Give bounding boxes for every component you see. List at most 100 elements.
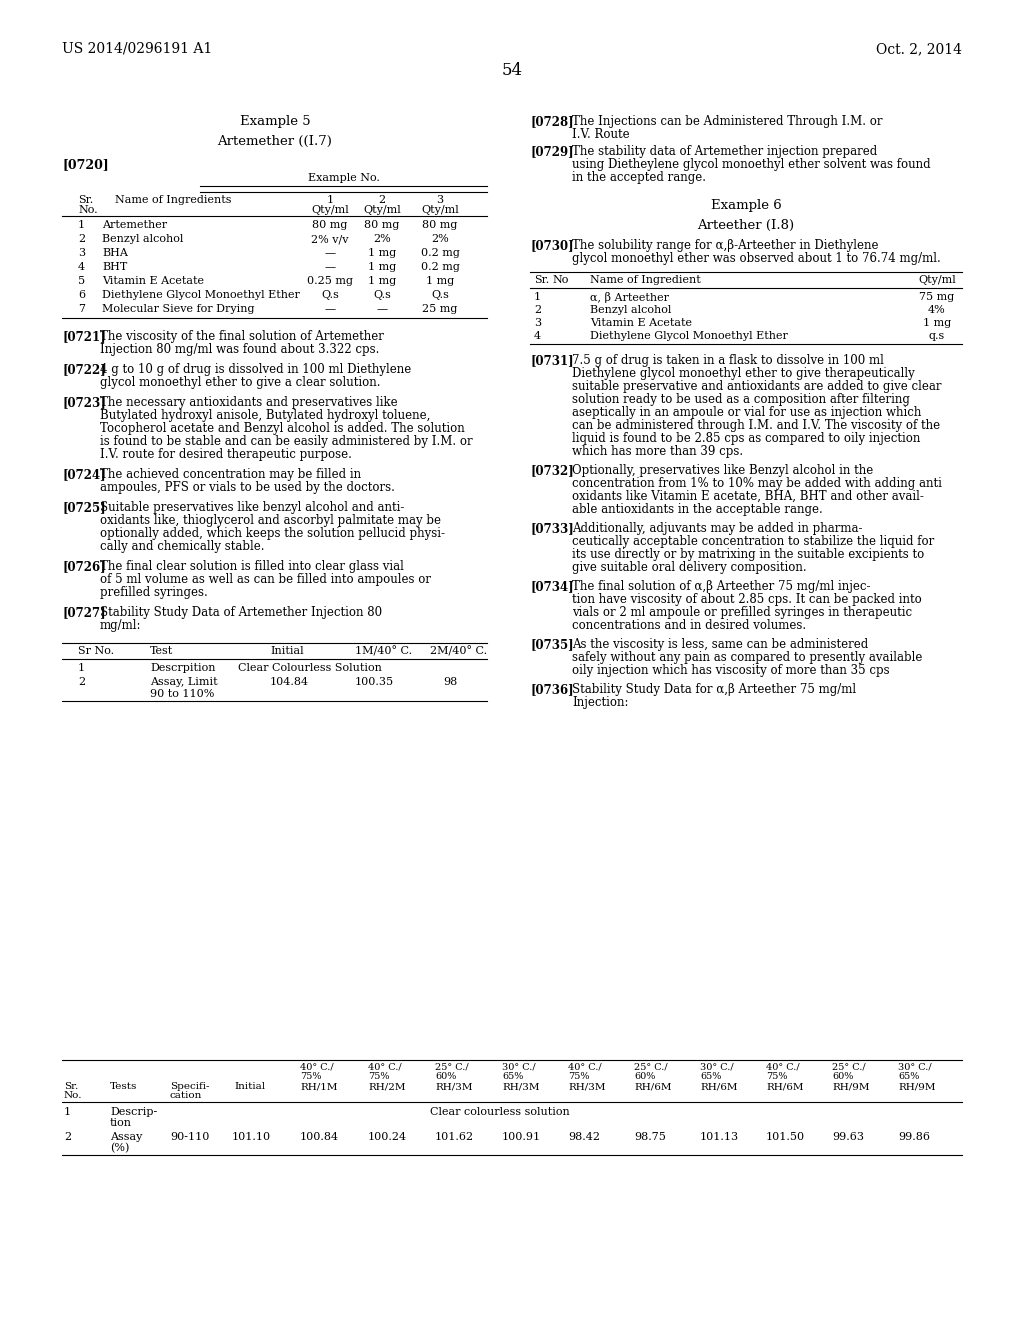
Text: RH/3M: RH/3M [435, 1082, 472, 1092]
Text: 1 mg: 1 mg [426, 276, 454, 286]
Text: ceutically acceptable concentration to stabilize the liquid for: ceutically acceptable concentration to s… [572, 535, 934, 548]
Text: 40° C./: 40° C./ [300, 1063, 334, 1072]
Text: No.: No. [63, 1092, 83, 1100]
Text: 98.75: 98.75 [634, 1133, 666, 1142]
Text: Initial: Initial [270, 645, 304, 656]
Text: The achieved concentration may be filled in: The achieved concentration may be filled… [100, 469, 361, 480]
Text: 3: 3 [436, 195, 443, 205]
Text: Butylated hydroxyl anisole, Butylated hydroxyl toluene,: Butylated hydroxyl anisole, Butylated hy… [100, 409, 430, 422]
Text: I.V. route for desired therapeutic purpose.: I.V. route for desired therapeutic purpo… [100, 447, 352, 461]
Text: 2: 2 [63, 1133, 71, 1142]
Text: 30° C./: 30° C./ [898, 1063, 932, 1072]
Text: optionally added, which keeps the solution pellucid physi-: optionally added, which keeps the soluti… [100, 527, 445, 540]
Text: Molecular Sieve for Drying: Molecular Sieve for Drying [102, 304, 255, 314]
Text: 40° C./: 40° C./ [368, 1063, 401, 1072]
Text: RH/9M: RH/9M [898, 1082, 936, 1092]
Text: Suitable preservatives like benzyl alcohol and anti-: Suitable preservatives like benzyl alcoh… [100, 502, 404, 513]
Text: RH/6M: RH/6M [700, 1082, 737, 1092]
Text: concentration from 1% to 10% may be added with adding anti: concentration from 1% to 10% may be adde… [572, 477, 942, 490]
Text: [0723]: [0723] [62, 396, 105, 409]
Text: Descrpition: Descrpition [150, 663, 215, 673]
Text: [0734]: [0734] [530, 579, 573, 593]
Text: [0732]: [0732] [530, 465, 573, 477]
Text: 1: 1 [534, 292, 541, 302]
Text: [0736]: [0736] [530, 682, 573, 696]
Text: 99.63: 99.63 [831, 1133, 864, 1142]
Text: able antioxidants in the acceptable range.: able antioxidants in the acceptable rang… [572, 503, 822, 516]
Text: 25° C./: 25° C./ [831, 1063, 865, 1072]
Text: Diethylene Glycol Monoethyl Ether: Diethylene Glycol Monoethyl Ether [102, 290, 300, 300]
Text: 0.2 mg: 0.2 mg [421, 261, 460, 272]
Text: [0722]: [0722] [62, 363, 105, 376]
Text: Clear colourless solution: Clear colourless solution [430, 1107, 570, 1117]
Text: its use directly or by matrixing in the suitable excipients to: its use directly or by matrixing in the … [572, 548, 925, 561]
Text: The viscosity of the final solution of Artemether: The viscosity of the final solution of A… [100, 330, 384, 343]
Text: 6: 6 [78, 290, 85, 300]
Text: 80 mg: 80 mg [365, 220, 399, 230]
Text: 2M/40° C.: 2M/40° C. [430, 645, 487, 656]
Text: mg/ml:: mg/ml: [100, 619, 141, 632]
Text: Specifi-: Specifi- [170, 1082, 210, 1092]
Text: using Dietheylene glycol monoethyl ether solvent was found: using Dietheylene glycol monoethyl ether… [572, 158, 931, 172]
Text: 100.91: 100.91 [502, 1133, 541, 1142]
Text: is found to be stable and can be easily administered by I.M. or: is found to be stable and can be easily … [100, 436, 473, 447]
Text: Clear Colourless Solution: Clear Colourless Solution [238, 663, 382, 673]
Text: concentrations and in desired volumes.: concentrations and in desired volumes. [572, 619, 806, 632]
Text: 75%: 75% [766, 1072, 787, 1081]
Text: Q.s: Q.s [373, 290, 391, 300]
Text: 104.84: 104.84 [270, 677, 309, 686]
Text: 75%: 75% [568, 1072, 590, 1081]
Text: 1 mg: 1 mg [368, 276, 396, 286]
Text: 2%: 2% [373, 234, 391, 244]
Text: 25 mg: 25 mg [422, 304, 458, 314]
Text: The final solution of α,β Arteether 75 mg/ml injec-: The final solution of α,β Arteether 75 m… [572, 579, 870, 593]
Text: 65%: 65% [700, 1072, 721, 1081]
Text: [0730]: [0730] [530, 239, 573, 252]
Text: 1: 1 [327, 195, 334, 205]
Text: 101.10: 101.10 [232, 1133, 271, 1142]
Text: Vitamin E Acetate: Vitamin E Acetate [590, 318, 692, 327]
Text: Assay: Assay [110, 1133, 142, 1142]
Text: oxidants like, thioglycerol and ascorbyl palmitate may be: oxidants like, thioglycerol and ascorbyl… [100, 513, 441, 527]
Text: suitable preservative and antioxidants are added to give clear: suitable preservative and antioxidants a… [572, 380, 941, 393]
Text: 54: 54 [502, 62, 522, 79]
Text: 25° C./: 25° C./ [634, 1063, 668, 1072]
Text: Initial: Initial [234, 1082, 265, 1092]
Text: Stability Study Data of Artemether Injection 80: Stability Study Data of Artemether Injec… [100, 606, 382, 619]
Text: 2: 2 [78, 234, 85, 244]
Text: 90-110: 90-110 [170, 1133, 209, 1142]
Text: Qty/ml: Qty/ml [364, 205, 400, 215]
Text: Diethylene Glycol Monoethyl Ether: Diethylene Glycol Monoethyl Ether [590, 331, 787, 341]
Text: 2: 2 [379, 195, 386, 205]
Text: liquid is found to be 2.85 cps as compared to oily injection: liquid is found to be 2.85 cps as compar… [572, 432, 921, 445]
Text: Q.s: Q.s [322, 290, 339, 300]
Text: RH/6M: RH/6M [634, 1082, 672, 1092]
Text: solution ready to be used as a composition after filtering: solution ready to be used as a compositi… [572, 393, 910, 407]
Text: cally and chemically stable.: cally and chemically stable. [100, 540, 264, 553]
Text: 90 to 110%: 90 to 110% [150, 689, 214, 700]
Text: RH/3M: RH/3M [568, 1082, 605, 1092]
Text: Qty/ml: Qty/ml [421, 205, 459, 215]
Text: RH/2M: RH/2M [368, 1082, 406, 1092]
Text: 2% v/v: 2% v/v [311, 234, 349, 244]
Text: cation: cation [170, 1092, 203, 1100]
Text: [0727]: [0727] [62, 606, 105, 619]
Text: 60%: 60% [435, 1072, 457, 1081]
Text: (%): (%) [110, 1143, 129, 1154]
Text: RH/3M: RH/3M [502, 1082, 540, 1092]
Text: 60%: 60% [634, 1072, 655, 1081]
Text: Stability Study Data for α,β Arteether 75 mg/ml: Stability Study Data for α,β Arteether 7… [572, 682, 856, 696]
Text: Tests: Tests [110, 1082, 137, 1092]
Text: Example 5: Example 5 [240, 115, 310, 128]
Text: 65%: 65% [898, 1072, 920, 1081]
Text: Additionally, adjuvants may be added in pharma-: Additionally, adjuvants may be added in … [572, 521, 862, 535]
Text: Benzyl alcohol: Benzyl alcohol [590, 305, 672, 315]
Text: The solubility range for α,β-Arteether in Diethylene: The solubility range for α,β-Arteether i… [572, 239, 879, 252]
Text: 3: 3 [78, 248, 85, 257]
Text: 30° C./: 30° C./ [700, 1063, 733, 1072]
Text: 4 g to 10 g of drug is dissolved in 100 ml Diethylene: 4 g to 10 g of drug is dissolved in 100 … [100, 363, 412, 376]
Text: Assay, Limit: Assay, Limit [150, 677, 218, 686]
Text: Qty/ml: Qty/ml [311, 205, 349, 215]
Text: 1 mg: 1 mg [368, 261, 396, 272]
Text: The stability data of Artemether injection prepared: The stability data of Artemether injecti… [572, 145, 878, 158]
